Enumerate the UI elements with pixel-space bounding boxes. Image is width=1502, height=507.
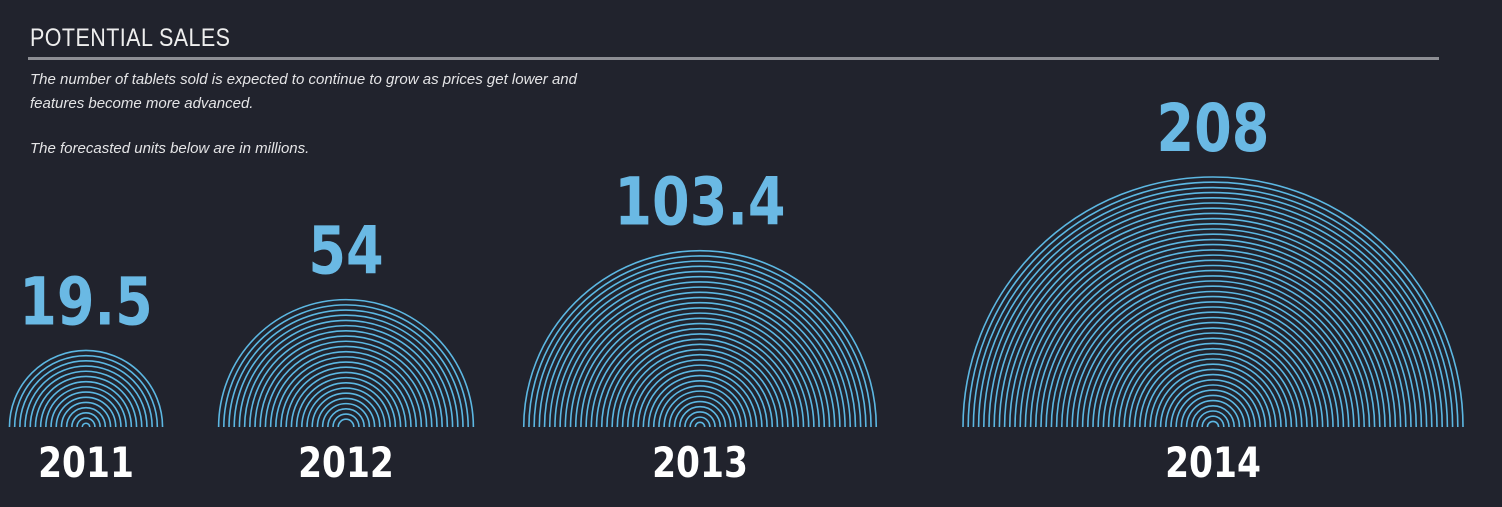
chart-description: The number of tablets sold is expected t… (30, 71, 577, 112)
year-label-2011: 2011 (38, 439, 134, 488)
units-note: The forecasted units below are in millio… (30, 140, 310, 157)
semicircle-2012 (217, 298, 475, 428)
year-label-2013: 2013 (652, 439, 748, 488)
year-label-2014: 2014 (1165, 439, 1261, 488)
title-divider (28, 57, 1439, 60)
year-label-2012: 2012 (298, 439, 394, 488)
value-label-2014: 208 (1157, 91, 1270, 168)
semicircle-2011 (8, 349, 164, 428)
value-label-2013: 103.4 (614, 165, 785, 242)
semicircle-2013 (522, 250, 878, 428)
semicircle-2014 (962, 176, 1464, 428)
chart-title: POTENTIAL SALES (30, 24, 231, 52)
value-label-2012: 54 (308, 213, 383, 290)
value-label-2011: 19.5 (19, 264, 153, 341)
